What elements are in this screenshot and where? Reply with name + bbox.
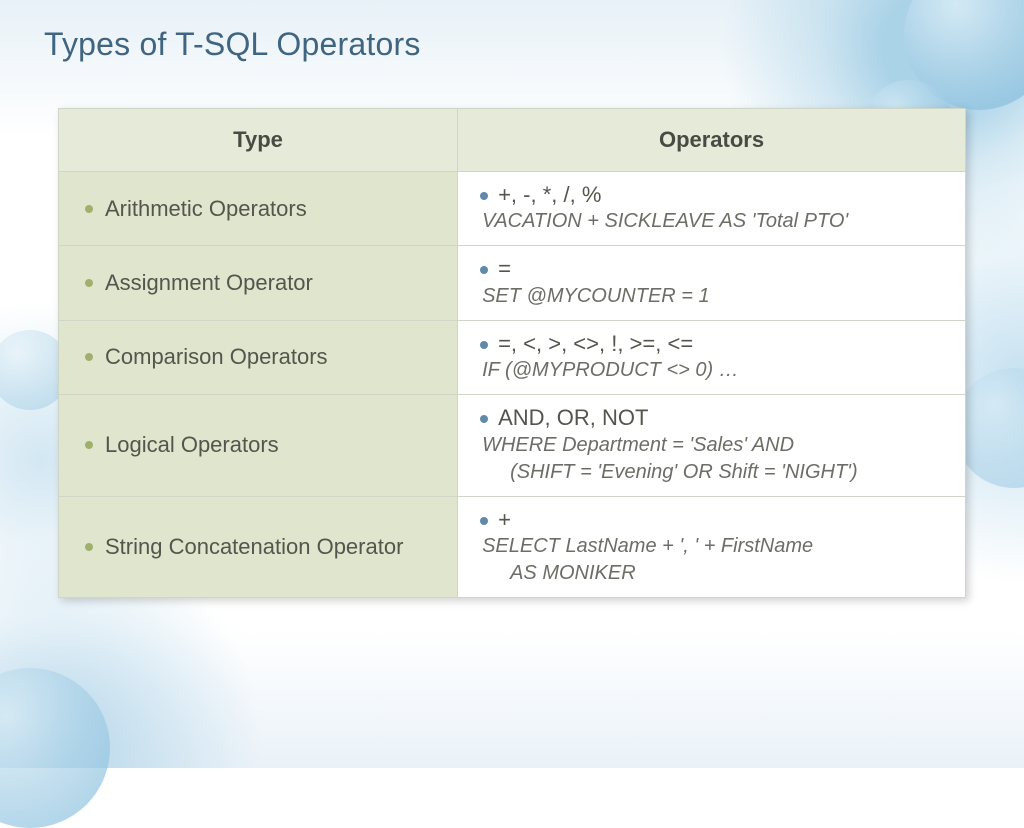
operator-example: WHERE Department = 'Sales' AND (SHIFT = … xyxy=(480,432,943,486)
type-label: String Concatenation Operator xyxy=(105,534,403,560)
operator-example-line: SELECT LastName + ', ' + FirstName xyxy=(482,535,813,557)
type-label: Logical Operators xyxy=(105,432,279,458)
type-label: Comparison Operators xyxy=(105,344,328,370)
bullet-icon xyxy=(480,517,488,525)
bullet-icon xyxy=(85,205,93,213)
operator-example: VACATION + SICKLEAVE AS 'Total PTO' xyxy=(480,208,943,235)
bullet-icon xyxy=(480,192,488,200)
type-label: Assignment Operator xyxy=(105,270,313,296)
operators-table: Type Operators Arithmetic Operators xyxy=(58,108,966,598)
table-row: Comparison Operators =, <, >, <>, !, >=,… xyxy=(59,320,966,394)
operator-example: SELECT LastName + ', ' + FirstName AS MO… xyxy=(480,533,943,587)
col-header-type: Type xyxy=(59,109,458,172)
operator-example-line: (SHIFT = 'Evening' OR Shift = 'NIGHT') xyxy=(482,459,943,486)
table-row: Logical Operators AND, OR, NOT WHERE Dep… xyxy=(59,395,966,496)
operator-example: SET @MYCOUNTER = 1 xyxy=(480,283,943,310)
bullet-icon xyxy=(85,353,93,361)
bullet-icon xyxy=(85,441,93,449)
slide: Types of T-SQL Operators Type Operators … xyxy=(0,0,1024,768)
slide-title: Types of T-SQL Operators xyxy=(44,26,421,63)
table-row: Arithmetic Operators +, -, *, /, % VACAT… xyxy=(59,172,966,246)
operator-symbols: = xyxy=(498,256,511,282)
operator-example-line: AS MONIKER xyxy=(482,560,943,587)
bullet-icon xyxy=(480,415,488,423)
operators-table-container: Type Operators Arithmetic Operators xyxy=(58,108,966,598)
bullet-icon xyxy=(85,543,93,551)
operator-symbols: AND, OR, NOT xyxy=(498,405,648,431)
table-row: String Concatenation Operator + SELECT L… xyxy=(59,496,966,597)
bullet-icon xyxy=(480,341,488,349)
operator-example: IF (@MYPRODUCT <> 0) … xyxy=(480,357,943,384)
operator-example-line: WHERE Department = 'Sales' AND xyxy=(482,434,794,456)
operator-symbols: +, -, *, /, % xyxy=(498,182,601,208)
type-label: Arithmetic Operators xyxy=(105,196,307,222)
bullet-icon xyxy=(85,279,93,287)
operator-symbols: + xyxy=(498,507,511,533)
bullet-icon xyxy=(480,266,488,274)
table-row: Assignment Operator = SET @MYCOUNTER = 1 xyxy=(59,246,966,320)
col-header-operators: Operators xyxy=(458,109,966,172)
operator-symbols: =, <, >, <>, !, >=, <= xyxy=(498,331,693,357)
